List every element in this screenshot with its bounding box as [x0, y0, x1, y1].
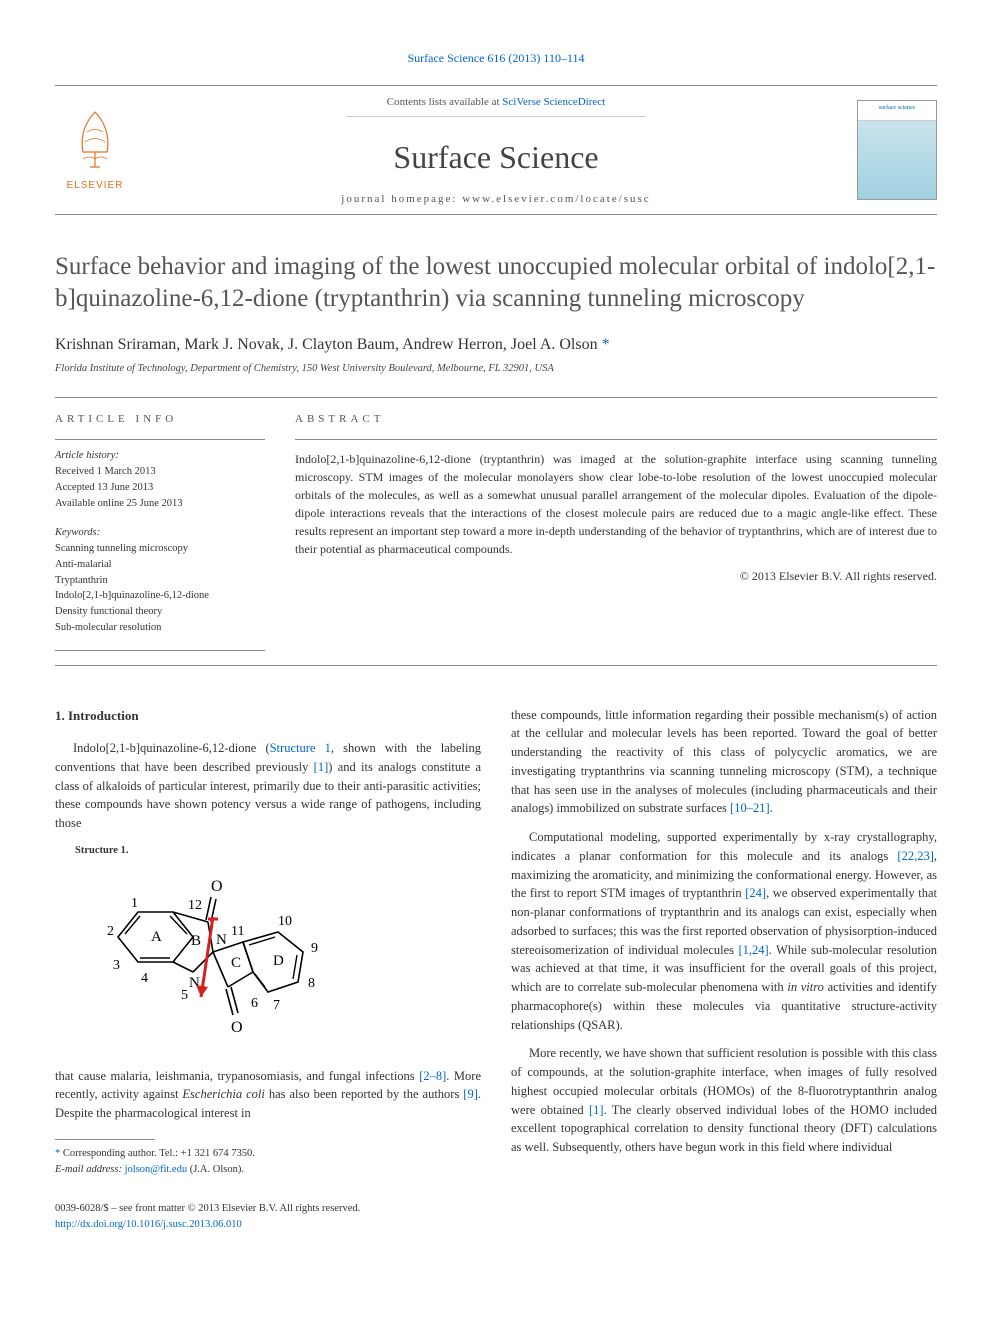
article-info-label: ARTICLE INFO: [55, 412, 265, 427]
bottom-matter: 0039-6028/$ – see front matter © 2013 El…: [55, 1201, 937, 1233]
online-date: Available online 25 June 2013: [55, 498, 183, 509]
text-run: .: [770, 801, 773, 815]
intro-para-1d: that cause malaria, leishmania, trypanos…: [55, 1067, 481, 1123]
pos-1: 1: [131, 896, 138, 911]
cover-title: surface science: [858, 101, 936, 121]
ref-9-link[interactable]: [9]: [463, 1087, 478, 1101]
article-history: Article history: Received 1 March 2013 A…: [55, 439, 265, 511]
keyword: Density functional theory: [55, 606, 162, 617]
structure-1-label: Structure 1.: [75, 843, 481, 859]
homepage-url: www.elsevier.com/locate/susc: [462, 193, 650, 205]
atom-N11: N: [216, 932, 227, 948]
info-abstract-row: ARTICLE INFO Article history: Received 1…: [55, 397, 937, 666]
authors-text: Krishnan Sriraman, Mark J. Novak, J. Cla…: [55, 336, 602, 353]
article-title: Surface behavior and imaging of the lowe…: [55, 251, 937, 316]
top-citation: Surface Science 616 (2013) 110–114: [55, 50, 937, 67]
elsevier-tree-icon: [65, 107, 125, 177]
abstract-text: Indolo[2,1-b]quinazoline-6,12-dione (try…: [295, 450, 937, 558]
structure-1-diagram: O N N O: [93, 867, 333, 1057]
species-name: Escherichia coli: [182, 1087, 264, 1101]
sciencedirect-link[interactable]: SciVerse ScienceDirect: [502, 96, 605, 108]
article-info-column: ARTICLE INFO Article history: Received 1…: [55, 412, 265, 651]
received-date: Received 1 March 2013: [55, 466, 156, 477]
ring-C: C: [231, 955, 241, 971]
ref-1-link[interactable]: [1]: [314, 760, 329, 774]
abstract-column: ABSTRACT Indolo[2,1-b]quinazoline-6,12-d…: [295, 412, 937, 651]
pos-7: 7: [273, 998, 280, 1013]
structure-1-link[interactable]: Structure 1: [270, 741, 331, 755]
footnote-rule: [55, 1139, 155, 1140]
pos-3: 3: [113, 958, 120, 973]
intro-para-1: Indolo[2,1-b]quinazoline-6,12-dione (Str…: [55, 739, 481, 833]
pos-8: 8: [308, 976, 315, 991]
text-run: that cause malaria, leishmania, trypanos…: [55, 1069, 419, 1083]
keyword: Anti-malarial: [55, 559, 112, 570]
pos-10: 10: [278, 914, 292, 929]
affiliation: Florida Institute of Technology, Departm…: [55, 362, 937, 377]
elsevier-text: ELSEVIER: [67, 179, 124, 193]
corresponding-star: *: [602, 336, 610, 353]
in-vitro-em: in vitro: [787, 980, 824, 994]
ref-2-8-link[interactable]: [2–8]: [419, 1069, 446, 1083]
corresponding-footnote: * Corresponding author. Tel.: +1 321 674…: [55, 1146, 481, 1178]
author-list: Krishnan Sriraman, Mark J. Novak, J. Cla…: [55, 334, 937, 356]
intro-para-3: Computational modeling, supported experi…: [511, 828, 937, 1034]
intro-para-2: these compounds, little information rega…: [511, 706, 937, 819]
abstract-label: ABSTRACT: [295, 412, 937, 427]
pos-9: 9: [311, 941, 318, 956]
pos-12: 12: [188, 898, 202, 913]
email-suffix: (J.A. Olson).: [187, 1164, 244, 1175]
pos-6: 6: [251, 996, 258, 1011]
ring-A: A: [151, 929, 162, 945]
text-run: Indolo[2,1-b]quinazoline-6,12-dione (: [73, 741, 270, 755]
ref-1b-link[interactable]: [1]: [589, 1103, 604, 1117]
footnote-text: Corresponding author. Tel.: +1 321 674 7…: [60, 1148, 255, 1159]
front-matter-line: 0039-6028/$ – see front matter © 2013 El…: [55, 1203, 360, 1214]
pos-4: 4: [141, 971, 148, 986]
journal-name: Surface Science: [135, 135, 857, 180]
contents-available: Contents lists available at SciVerse Sci…: [347, 95, 645, 117]
right-column: these compounds, little information rega…: [511, 706, 937, 1178]
keywords-rule: [55, 650, 265, 651]
keywords-block: Keywords: Scanning tunneling microscopy …: [55, 525, 265, 635]
pos-5: 5: [181, 988, 188, 1003]
keyword: Tryptanthrin: [55, 575, 108, 586]
abstract-copyright: © 2013 Elsevier B.V. All rights reserved…: [295, 568, 937, 585]
keyword: Indolo[2,1-b]quinazoline-6,12-dione: [55, 590, 209, 601]
keyword: Scanning tunneling microscopy: [55, 543, 188, 554]
keywords-label: Keywords:: [55, 527, 100, 538]
atom-O-bot: O: [231, 1019, 243, 1036]
journal-cover-thumbnail: surface science: [857, 100, 937, 200]
pos-11: 11: [231, 924, 244, 939]
pos-2: 2: [107, 924, 114, 939]
journal-homepage: journal homepage: www.elsevier.com/locat…: [135, 192, 857, 207]
journal-header: ELSEVIER Contents lists available at Sci…: [55, 85, 937, 215]
text-run: these compounds, little information rega…: [511, 708, 937, 816]
ref-1-24-link[interactable]: [1,24]: [738, 943, 768, 957]
ring-B: B: [191, 933, 201, 949]
history-label: Article history:: [55, 450, 119, 461]
intro-heading: 1. Introduction: [55, 706, 481, 726]
doi-link[interactable]: http://dx.doi.org/10.1016/j.susc.2013.06…: [55, 1219, 242, 1230]
homepage-prefix: journal homepage:: [341, 193, 462, 205]
text-run: Computational modeling, supported experi…: [511, 830, 937, 863]
top-citation-link[interactable]: Surface Science 616 (2013) 110–114: [407, 51, 584, 65]
email-label: E-mail address:: [55, 1164, 125, 1175]
ring-D: D: [273, 953, 284, 969]
atom-O-top: O: [211, 878, 223, 895]
contents-prefix: Contents lists available at: [387, 96, 502, 108]
text-run: has also been reported by the authors: [265, 1087, 463, 1101]
ref-24-link[interactable]: [24]: [745, 886, 766, 900]
left-column: 1. Introduction Indolo[2,1-b]quinazoline…: [55, 706, 481, 1178]
ref-10-21-link[interactable]: [10–21]: [730, 801, 770, 815]
body-two-column: 1. Introduction Indolo[2,1-b]quinazoline…: [55, 706, 937, 1178]
ref-22-23-link[interactable]: [22,23]: [897, 849, 933, 863]
accepted-date: Accepted 13 June 2013: [55, 482, 153, 493]
intro-para-4: More recently, we have shown that suffic…: [511, 1044, 937, 1157]
corresponding-email-link[interactable]: jolson@fit.edu: [125, 1164, 187, 1175]
keyword: Sub-molecular resolution: [55, 622, 161, 633]
elsevier-logo: ELSEVIER: [55, 107, 135, 193]
